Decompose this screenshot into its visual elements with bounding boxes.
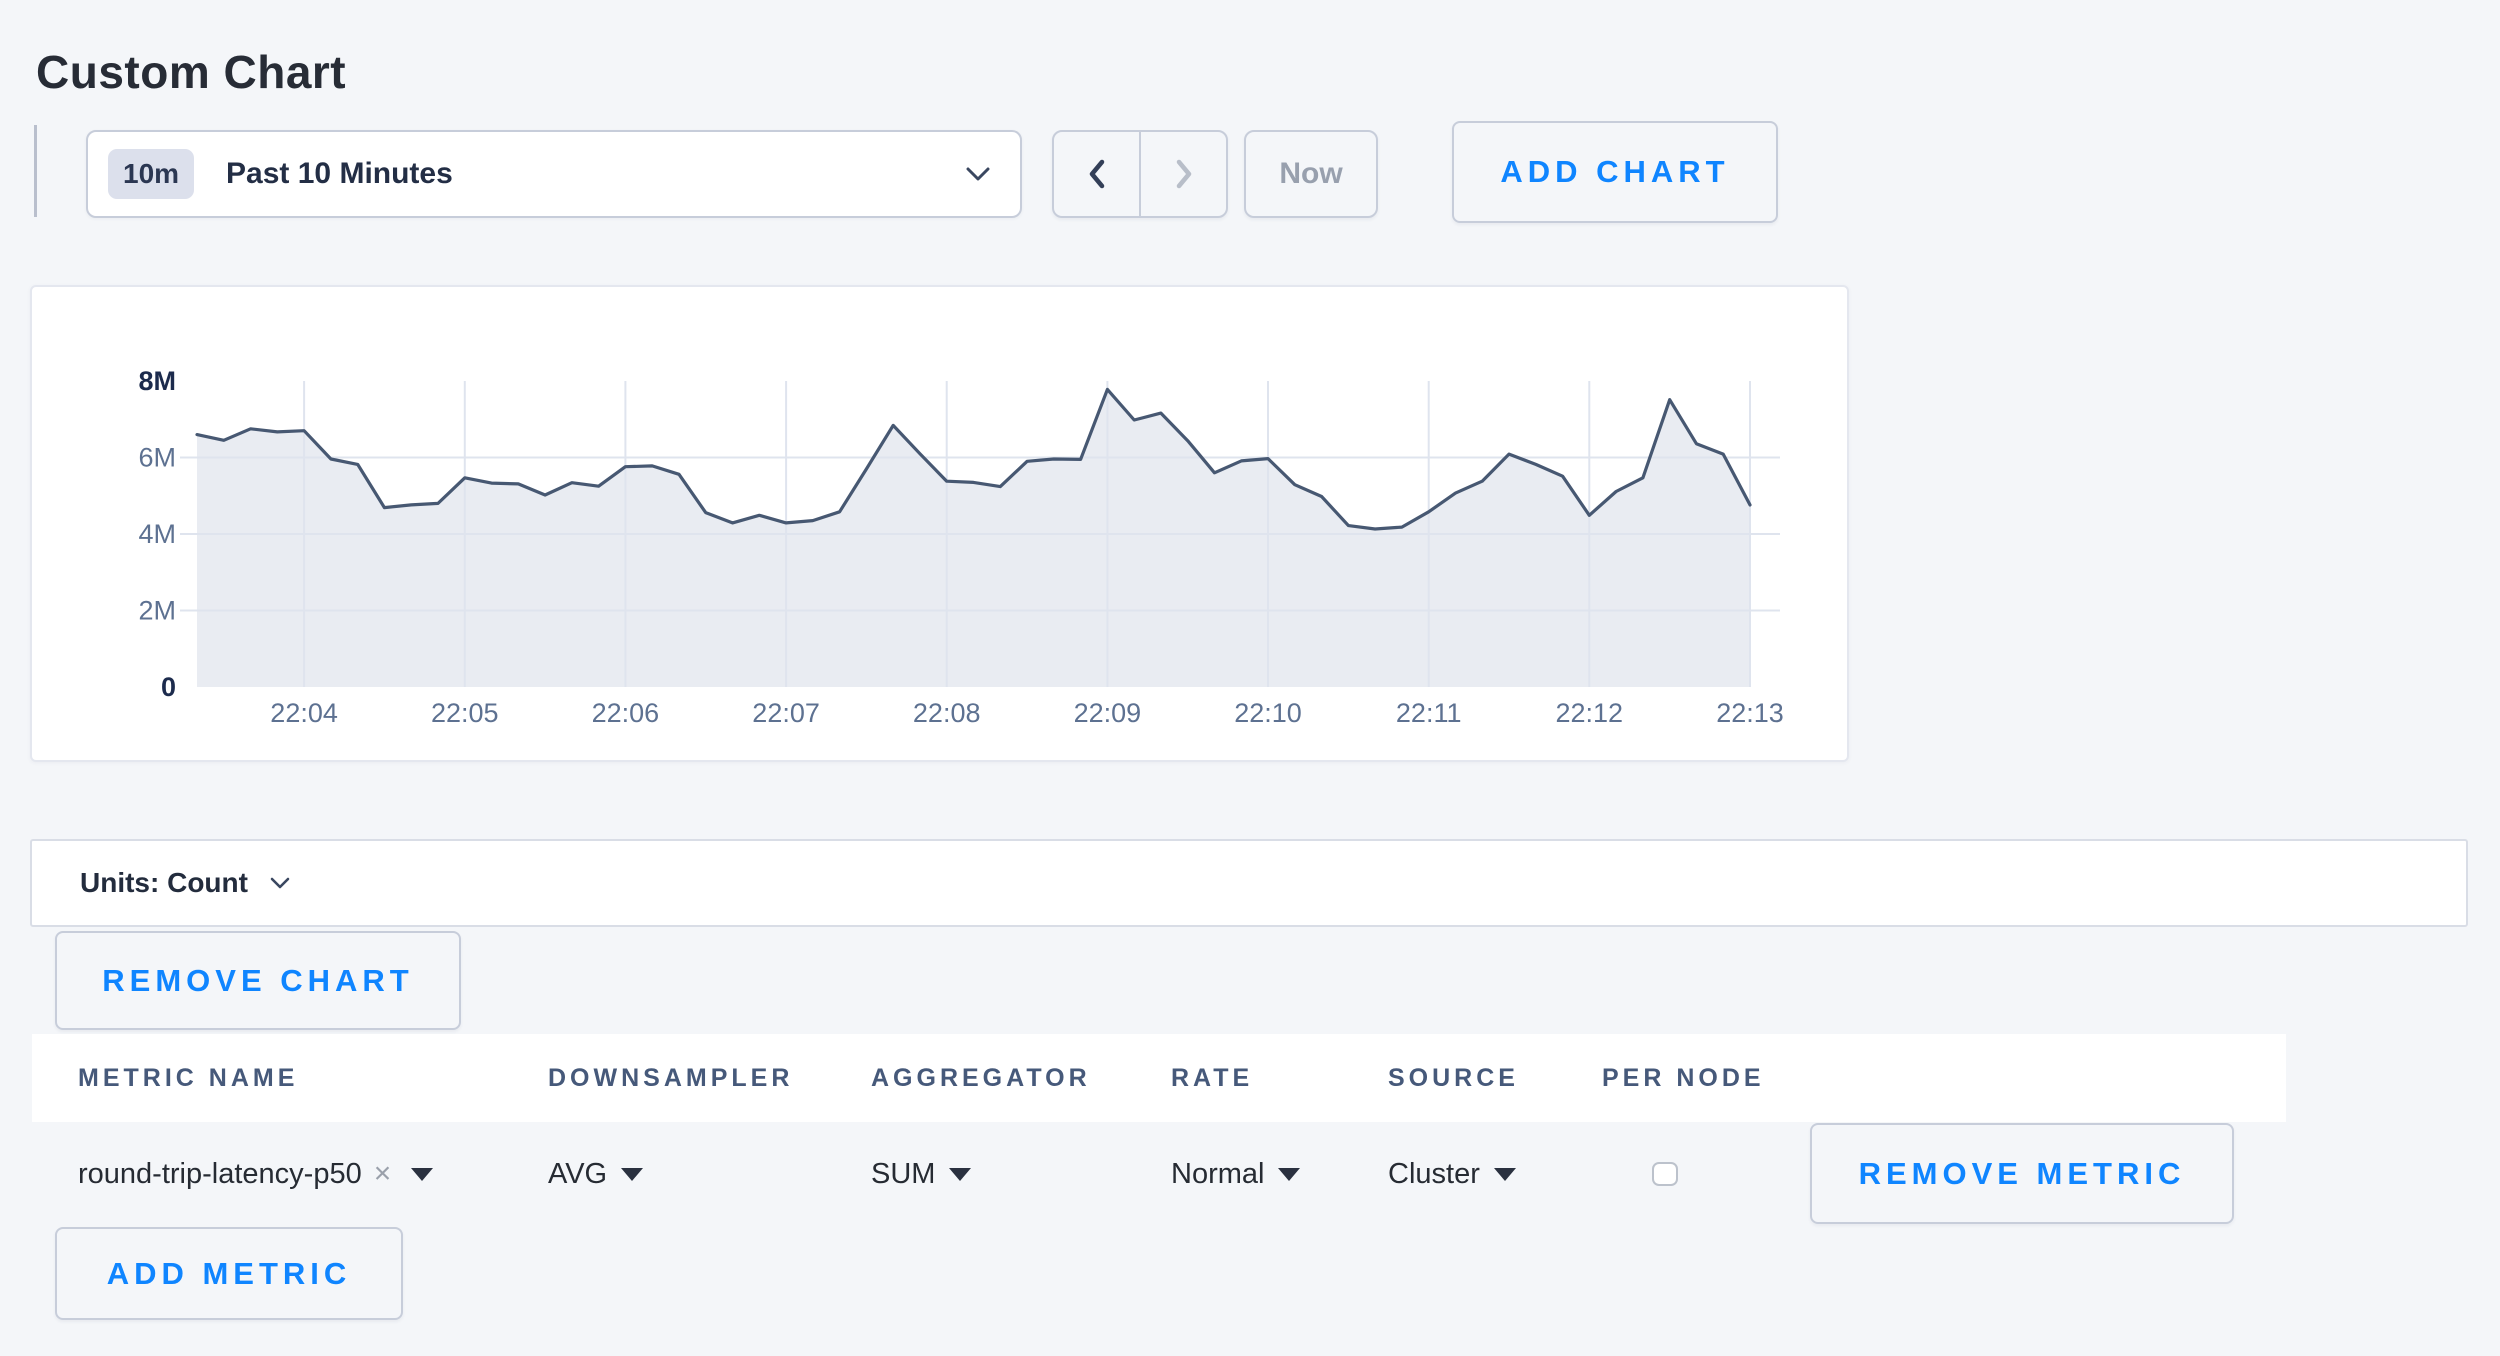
time-series-chart[interactable]: 22:04 22:05 22:06 22:07 22:08 22:09 22:10 22:11… (32, 287, 1847, 760)
svg-text:22:04: 22:04 (270, 698, 338, 728)
remove-metric-tag-icon[interactable]: × (373, 1157, 392, 1190)
chart-card: 22:04 22:05 22:06 22:07 22:08 22:09 22:10 22:11… (30, 285, 1849, 762)
chevron-down-icon (966, 167, 990, 181)
time-pager (1052, 130, 1228, 218)
source-value: Cluster (1388, 1157, 1480, 1190)
per-node-cell (1602, 1162, 1902, 1186)
header-aggregator: AGGREGATOR (871, 1063, 1091, 1092)
add-metric-button[interactable]: ADD METRIC (55, 1227, 403, 1320)
svg-text:22:05: 22:05 (431, 698, 499, 728)
downsampler-select[interactable]: AVG (548, 1158, 871, 1191)
svg-text:22:12: 22:12 (1556, 698, 1624, 728)
metric-row: round-trip-latency-p50 × AVG SUM Normal … (32, 1122, 2286, 1226)
now-button[interactable]: Now (1244, 130, 1378, 218)
prev-time-button[interactable] (1054, 132, 1141, 216)
svg-text:8M: 8M (138, 366, 176, 396)
metric-name-value: round-trip-latency-p50 (78, 1157, 362, 1190)
chevron-right-icon (1176, 159, 1191, 189)
metric-name-select[interactable]: round-trip-latency-p50 × (78, 1157, 548, 1191)
time-window-label: Past 10 Minutes (226, 157, 453, 190)
svg-text:2M: 2M (138, 596, 176, 626)
per-node-checkbox[interactable] (1652, 1162, 1678, 1186)
header-per-node: PER NODE (1602, 1063, 1765, 1092)
metrics-table-header: METRIC NAME DOWNSAMPLER AGGREGATOR RATE … (32, 1034, 2286, 1122)
header-rate: RATE (1171, 1063, 1254, 1092)
aggregator-value: SUM (871, 1157, 936, 1190)
caret-down-icon (1493, 1167, 1516, 1181)
svg-text:0: 0 (161, 672, 176, 702)
caret-down-icon (1278, 1167, 1301, 1181)
time-window-badge: 10m (108, 149, 195, 199)
series-area (197, 389, 1750, 687)
aggregator-select[interactable]: SUM (871, 1158, 1171, 1191)
chevron-down-icon (270, 877, 290, 889)
svg-text:22:09: 22:09 (1074, 698, 1142, 728)
time-window-dropdown[interactable]: 10m Past 10 Minutes (86, 130, 1022, 218)
units-dropdown-bar[interactable]: Units: Count (30, 839, 2468, 927)
header-metric-name: METRIC NAME (78, 1063, 299, 1092)
header-source: SOURCE (1388, 1063, 1519, 1092)
svg-text:22:10: 22:10 (1234, 698, 1302, 728)
series-line (195, 387, 1752, 531)
caret-down-icon (411, 1167, 434, 1181)
svg-text:6M: 6M (138, 443, 176, 473)
caret-down-icon (621, 1167, 644, 1181)
svg-text:22:08: 22:08 (913, 698, 981, 728)
page-title: Custom Chart (36, 45, 347, 98)
svg-text:22:07: 22:07 (752, 698, 820, 728)
header-downsampler: DOWNSAMPLER (548, 1063, 794, 1092)
svg-text:22:06: 22:06 (592, 698, 660, 728)
add-chart-button[interactable]: ADD CHART (1452, 121, 1778, 223)
section-divider (34, 125, 37, 217)
rate-value: Normal (1171, 1157, 1265, 1190)
rate-select[interactable]: Normal (1171, 1158, 1388, 1191)
svg-text:4M: 4M (138, 519, 176, 549)
units-label: Units: Count (80, 867, 248, 898)
remove-metric-button[interactable]: REMOVE METRIC (1810, 1123, 2234, 1224)
svg-text:22:11: 22:11 (1396, 698, 1462, 728)
svg-text:22:13: 22:13 (1716, 698, 1784, 728)
source-select[interactable]: Cluster (1388, 1158, 1602, 1191)
caret-down-icon (949, 1167, 972, 1181)
downsampler-value: AVG (548, 1157, 608, 1190)
remove-chart-button[interactable]: REMOVE CHART (55, 931, 461, 1030)
next-time-button[interactable] (1141, 132, 1226, 216)
chevron-left-icon (1089, 159, 1104, 189)
